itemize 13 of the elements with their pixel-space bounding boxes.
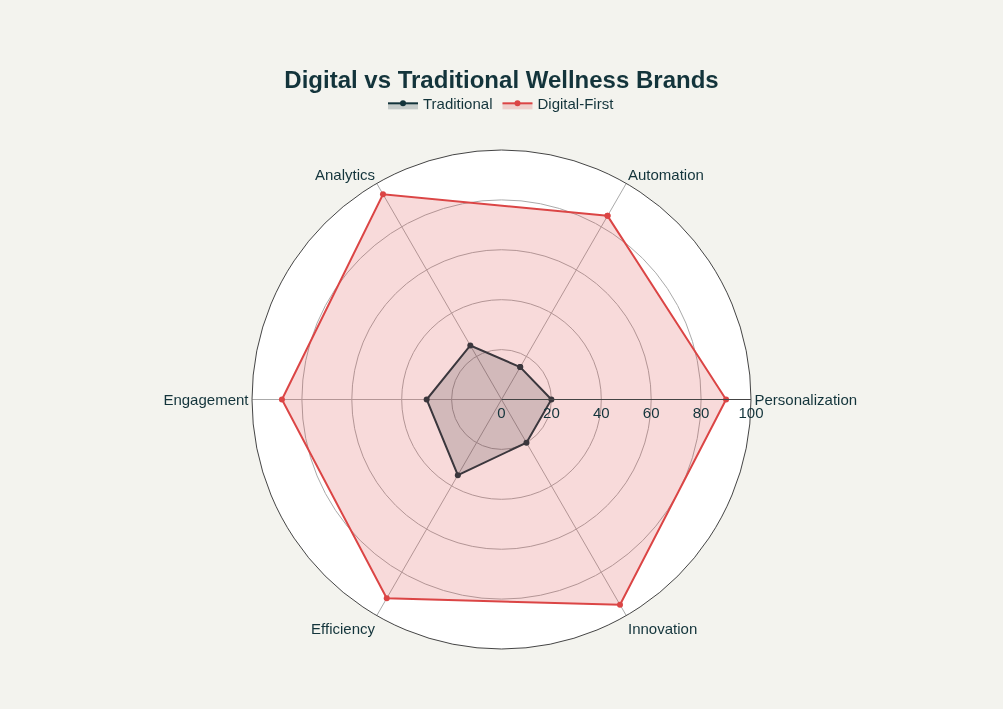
y-tick-label: 80 — [692, 404, 710, 421]
legend-label: Digital-First — [537, 95, 615, 113]
y-tick-label: 0 — [497, 404, 506, 421]
chart-title: Digital vs Traditional Wellness Brands — [284, 65, 719, 93]
y-tick-label: 60 — [642, 404, 660, 421]
legend-label: Traditional — [423, 95, 493, 113]
y-tick-label: 20 — [543, 404, 560, 421]
spoke-label: Innovation — [628, 620, 698, 638]
spoke-label: Engagement — [163, 390, 250, 408]
spoke-label: Analytics — [314, 166, 375, 184]
y-tick-label: 40 — [592, 404, 610, 421]
spoke-label: Efficiency — [311, 620, 376, 638]
spoke-label: Automation — [628, 166, 704, 184]
